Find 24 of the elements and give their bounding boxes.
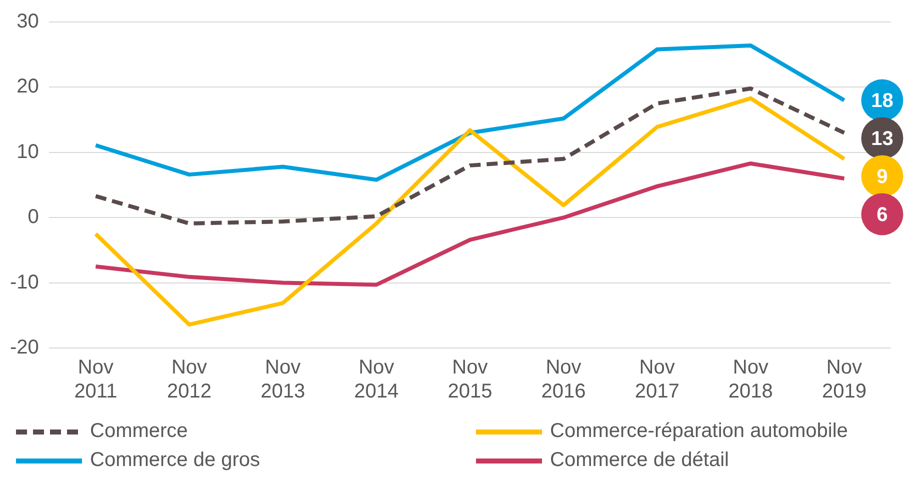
x-tick-label: Nov 2011 — [74, 356, 118, 403]
x-tick-label: Nov 2018 — [728, 356, 773, 403]
data-label: 18 — [871, 90, 894, 112]
y-tick-label: 30 — [16, 10, 39, 33]
data-label: 13 — [871, 128, 894, 150]
y-tick-label: 10 — [16, 140, 39, 163]
y-tick-label: -10 — [10, 271, 39, 294]
x-tick-label: Nov 2015 — [448, 356, 492, 403]
line-series — [94, 86, 846, 226]
legend-label: Commerce-réparation automobile — [550, 420, 848, 443]
x-tick-label: Nov 2019 — [822, 356, 866, 403]
y-tick-label: 0 — [28, 206, 39, 228]
y-tick-label: 20 — [16, 76, 39, 98]
legend-label: Commerce de détail — [550, 449, 729, 472]
legend-label: Commerce — [90, 420, 188, 443]
x-tick-label: Nov 2012 — [167, 356, 212, 403]
x-tick-label: Nov 2016 — [541, 356, 586, 403]
x-tick-label: Nov 2014 — [354, 356, 399, 403]
legend-label: Commerce de gros — [90, 449, 260, 472]
x-tick-label: Nov 2013 — [260, 356, 306, 403]
data-label: 9 — [876, 166, 888, 188]
data-label: 6 — [876, 204, 888, 226]
y-tick-label: -20 — [10, 336, 39, 359]
x-tick-label: Nov 2017 — [634, 356, 680, 403]
